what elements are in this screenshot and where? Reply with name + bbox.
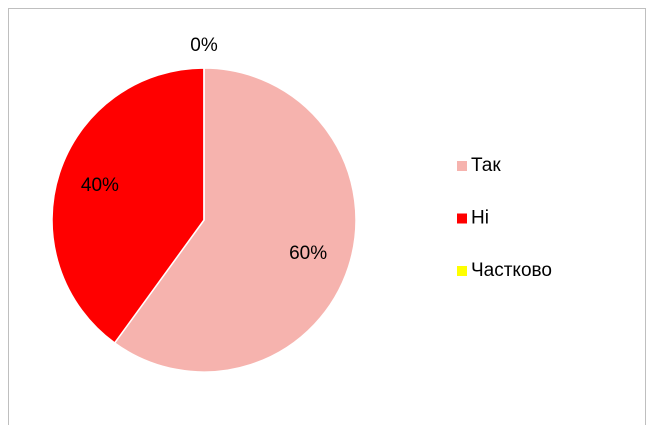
legend-swatch [457, 213, 467, 224]
legend-label: Так [471, 155, 501, 176]
legend-swatch [457, 161, 467, 171]
pie-slice [113, 67, 357, 373]
chart-frame [8, 8, 646, 425]
data-label: 60% [289, 243, 327, 264]
legend-swatch [457, 266, 467, 276]
pie-slice [51, 67, 205, 345]
legend-label: Частково [471, 260, 552, 281]
legend-label: Ні [471, 208, 489, 229]
data-label: 0% [190, 35, 218, 56]
data-label: 40% [81, 175, 119, 196]
